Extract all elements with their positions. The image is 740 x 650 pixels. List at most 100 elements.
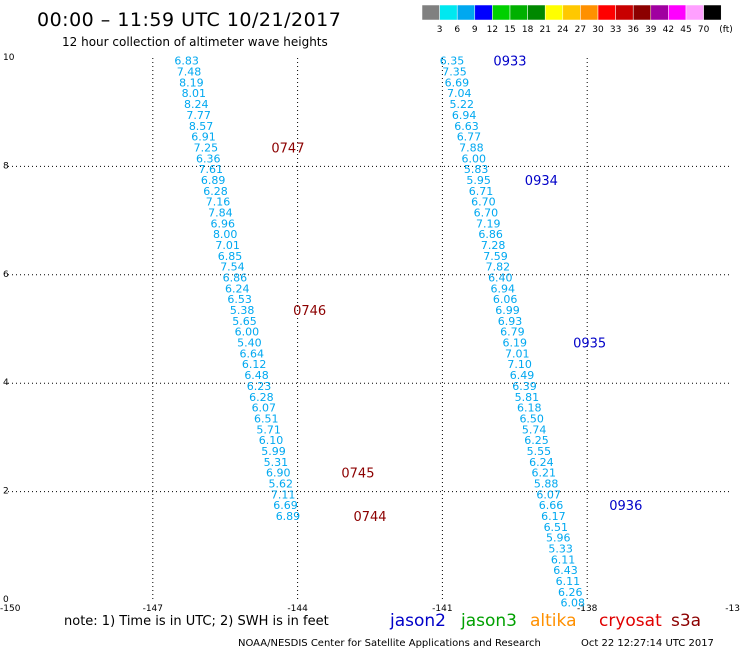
wave-height-value: 6.17 bbox=[541, 510, 566, 523]
legend-label: 3 bbox=[437, 25, 443, 35]
y-tick-label: 0 bbox=[3, 595, 9, 605]
legend-swatch bbox=[685, 4, 704, 21]
wave-height-value: 7.19 bbox=[476, 217, 501, 230]
footer-timestamp: Oct 22 12:27:14 UTC 2017 bbox=[581, 638, 714, 649]
wave-height-value: 6.11 bbox=[556, 575, 581, 588]
wave-height-value: 6.63 bbox=[454, 120, 479, 133]
wave-height-value: 7.28 bbox=[481, 239, 506, 252]
wave-height-value: 8.19 bbox=[179, 76, 204, 89]
pass-time-label: 0935 bbox=[573, 337, 606, 352]
legend-swatch bbox=[421, 4, 440, 21]
wave-height-value: 5.88 bbox=[534, 477, 559, 490]
wave-height-value: 5.62 bbox=[268, 477, 293, 490]
wave-height-value: 6.10 bbox=[259, 434, 284, 447]
legend-swatch bbox=[597, 4, 616, 21]
satellite-name: s3a bbox=[671, 611, 701, 631]
legend-label: 18 bbox=[522, 25, 534, 35]
wave-height-value: 6.96 bbox=[211, 217, 236, 230]
wave-height-value: 8.24 bbox=[184, 98, 209, 111]
x-tick-label: -147 bbox=[143, 604, 163, 614]
y-axis-ticks: 0 2 4 6 8 10 bbox=[3, 53, 15, 605]
legend-label: 70 bbox=[698, 25, 710, 35]
legend-label: 33 bbox=[610, 25, 621, 35]
x-tick-label: -150 bbox=[0, 604, 21, 614]
wave-height-value: 6.71 bbox=[469, 185, 494, 198]
legend-swatch bbox=[474, 4, 493, 21]
wave-height-value: 6.79 bbox=[500, 326, 525, 339]
wave-height-value: 7.01 bbox=[215, 239, 240, 252]
wave-height-value: 6.35 bbox=[440, 55, 465, 68]
wave-height-value: 6.43 bbox=[553, 564, 578, 577]
legend-label: 39 bbox=[645, 25, 657, 35]
x-tick-label: -144 bbox=[287, 604, 308, 614]
pass-time-label: 0747 bbox=[271, 141, 304, 156]
wave-height-value: 5.83 bbox=[464, 163, 489, 176]
color-legend: 3 6 9 12 15 18 21 24 27 30 33 36 39 42 45 70 (ft) bbox=[421, 4, 733, 35]
wave-height-value: 6.25 bbox=[524, 434, 549, 447]
wave-height-value: 6.40 bbox=[488, 272, 513, 285]
legend-label: 42 bbox=[663, 25, 674, 35]
legend-label: 45 bbox=[680, 25, 691, 35]
wave-height-value: 7.88 bbox=[459, 141, 484, 154]
legend-unit: (ft) bbox=[719, 25, 733, 35]
wave-height-value: 6.12 bbox=[242, 358, 267, 371]
legend-swatch bbox=[562, 4, 581, 21]
wave-height-value: 6.07 bbox=[252, 402, 277, 415]
wave-height-value: 8.01 bbox=[182, 87, 207, 100]
wave-height-value: 6.70 bbox=[474, 206, 499, 219]
wave-height-value: 6.23 bbox=[247, 380, 272, 393]
plot-grid bbox=[8, 58, 732, 600]
pass-time-label: 0933 bbox=[493, 55, 526, 70]
x-tick-label: -138 bbox=[577, 604, 598, 614]
wave-height-value: 6.00 bbox=[235, 326, 260, 339]
wave-height-value: 5.65 bbox=[232, 315, 257, 328]
wave-height-value: 5.74 bbox=[522, 423, 547, 436]
satellite-legend: jason2 jason3 altika cryosat s3a bbox=[389, 611, 701, 631]
wave-height-value: 6.91 bbox=[191, 131, 216, 144]
wave-height-value: 6.94 bbox=[452, 109, 477, 122]
wave-height-value: 6.69 bbox=[445, 76, 470, 89]
wave-height-value: 5.71 bbox=[256, 423, 281, 436]
x-axis-ticks: -150 -147 -144 -141 -138 -13 bbox=[0, 604, 740, 614]
wave-height-value: 7.54 bbox=[220, 261, 245, 274]
legend-swatch bbox=[580, 4, 599, 21]
y-tick-label: 2 bbox=[3, 487, 9, 497]
legend-swatch bbox=[509, 4, 528, 21]
wave-height-value: 7.59 bbox=[483, 250, 508, 263]
pass-time-label: 0936 bbox=[609, 499, 642, 514]
wave-height-value: 7.82 bbox=[486, 261, 511, 274]
map-subtitle: 12 hour collection of altimeter wave hei… bbox=[62, 35, 328, 49]
wave-height-value: 5.31 bbox=[264, 456, 289, 469]
y-tick-label: 10 bbox=[3, 53, 15, 63]
wave-height-value: 6.11 bbox=[551, 553, 576, 566]
wave-height-value: 8.00 bbox=[213, 228, 238, 241]
wave-height-value: 6.19 bbox=[503, 337, 528, 350]
wave-height-value: 5.96 bbox=[546, 532, 571, 545]
wave-height-value: 6.51 bbox=[544, 521, 569, 534]
wave-height-value: 6.39 bbox=[512, 380, 537, 393]
wave-height-value: 6.85 bbox=[218, 250, 243, 263]
legend-label: 36 bbox=[627, 25, 639, 35]
wave-height-value: 6.50 bbox=[519, 412, 544, 425]
wave-height-value: 5.40 bbox=[237, 337, 262, 350]
wave-height-value: 6.93 bbox=[498, 315, 523, 328]
wave-height-value: 6.77 bbox=[457, 131, 482, 144]
wave-height-value: 7.77 bbox=[186, 109, 211, 122]
wave-height-value: 6.08 bbox=[560, 597, 585, 610]
satellite-name: altika bbox=[530, 611, 577, 631]
wave-height-value: 8.57 bbox=[189, 120, 214, 133]
legend-label: 15 bbox=[504, 25, 515, 35]
legend-label: 6 bbox=[454, 25, 460, 35]
wave-height-value: 6.36 bbox=[196, 152, 221, 165]
wave-height-value: 6.21 bbox=[532, 467, 557, 480]
wave-height-value: 6.53 bbox=[227, 293, 252, 306]
wave-height-value: 7.11 bbox=[271, 488, 296, 501]
note-text: note: 1) Time is in UTC; 2) SWH is in fe… bbox=[64, 614, 329, 629]
legend-swatch bbox=[544, 4, 564, 21]
wave-height-value: 5.22 bbox=[449, 98, 474, 111]
wave-height-value: 5.33 bbox=[548, 543, 573, 556]
legend-swatch bbox=[492, 4, 511, 21]
wave-height-value: 5.95 bbox=[466, 174, 491, 187]
wave-height-value: 5.81 bbox=[515, 391, 540, 404]
wave-height-value: 7.01 bbox=[505, 347, 530, 360]
